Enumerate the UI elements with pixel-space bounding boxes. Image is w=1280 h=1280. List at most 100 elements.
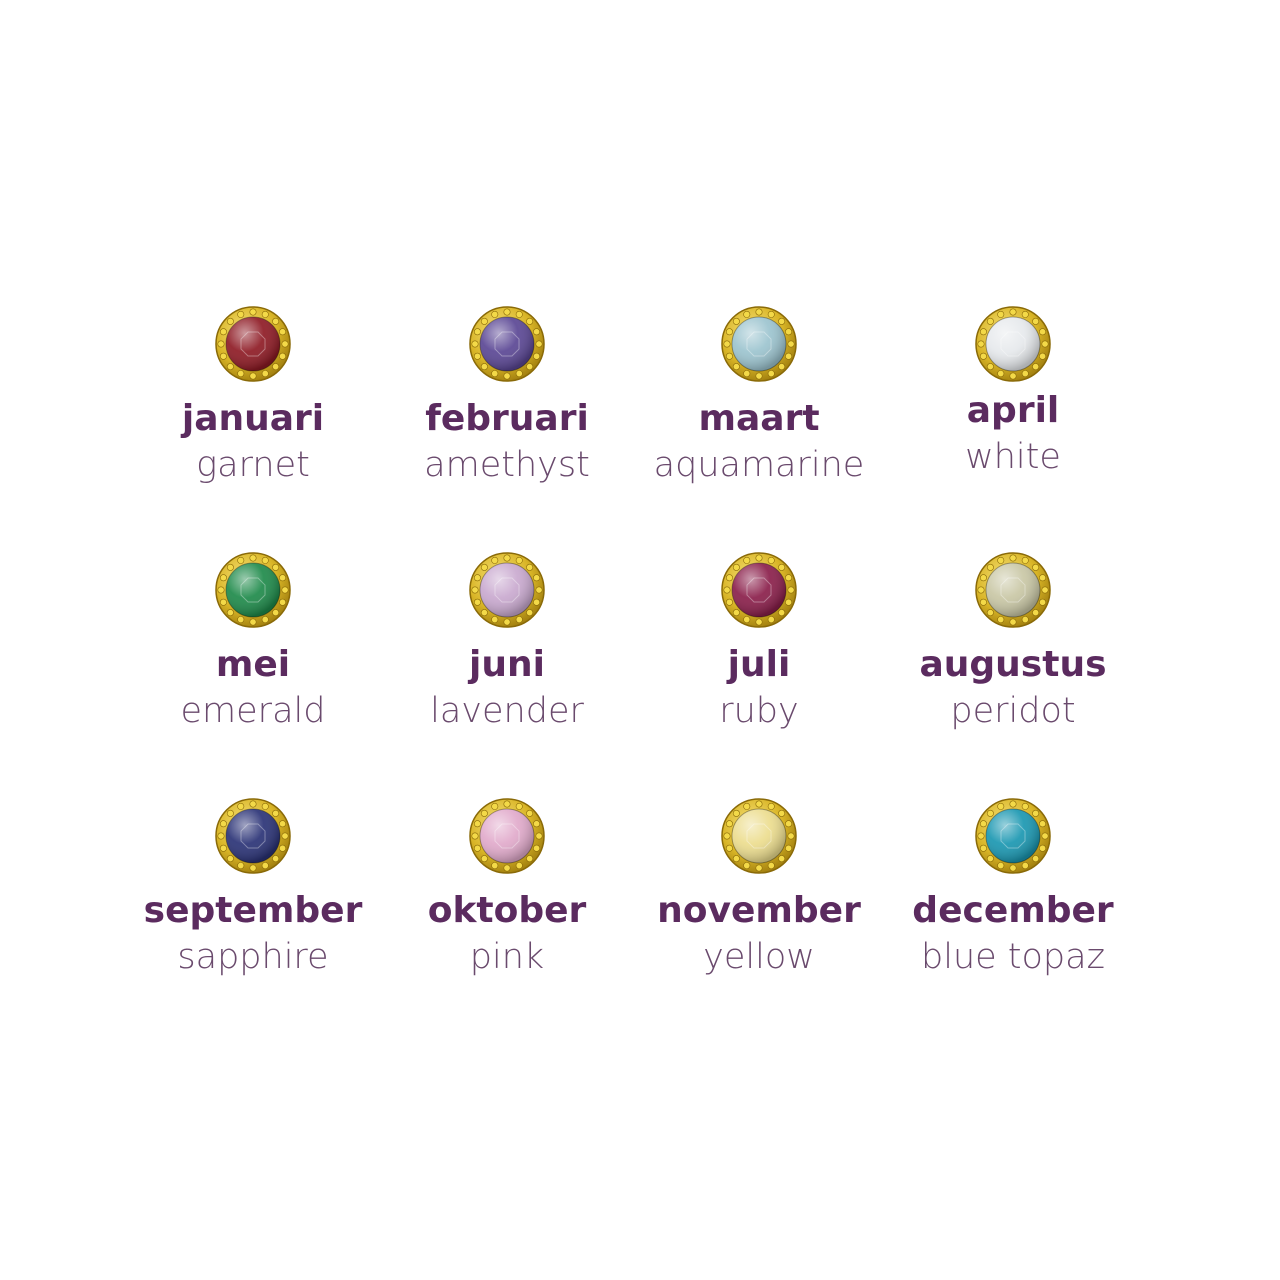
- setting-bead: [1041, 340, 1049, 348]
- setting-bead: [279, 598, 287, 606]
- setting-bead: [778, 855, 786, 863]
- setting-bead: [279, 352, 287, 360]
- setting-bead: [237, 556, 245, 564]
- birthstone-item: januari garnet: [180, 306, 324, 485]
- setting-bead: [1021, 862, 1029, 870]
- birthstone-item: maart aquamarine: [654, 306, 865, 485]
- setting-bead: [986, 563, 994, 571]
- stone-label: ruby: [719, 691, 799, 731]
- stone-label: garnet: [196, 445, 310, 485]
- setting-bead: [1009, 554, 1017, 562]
- setting-bead: [755, 308, 763, 316]
- setting-bead: [732, 855, 740, 863]
- gem-shine: [226, 563, 280, 617]
- setting-bead: [226, 317, 234, 325]
- setting-bead: [767, 862, 775, 870]
- setting-bead: [979, 352, 987, 360]
- setting-bead: [226, 609, 234, 617]
- setting-bead: [732, 809, 740, 817]
- gem-shine: [480, 317, 534, 371]
- setting-bead: [249, 800, 257, 808]
- setting-bead: [219, 328, 227, 336]
- month-label: januari: [180, 398, 324, 439]
- setting-bead: [743, 862, 751, 870]
- gem-facet: [1000, 331, 1026, 357]
- stone-label: yellow: [703, 937, 815, 977]
- setting-bead: [272, 855, 280, 863]
- setting-bead: [1041, 586, 1049, 594]
- setting-bead: [249, 554, 257, 562]
- gem-shine: [226, 809, 280, 863]
- setting-bead: [1039, 598, 1047, 606]
- setting-bead: [480, 563, 488, 571]
- setting-bead: [473, 598, 481, 606]
- setting-bead: [767, 370, 775, 378]
- setting-bead: [787, 832, 795, 840]
- setting-bead: [217, 340, 225, 348]
- setting-bead: [237, 862, 245, 870]
- setting-bead: [237, 616, 245, 624]
- setting-bead: [755, 800, 763, 808]
- setting-bead: [480, 609, 488, 617]
- setting-bead: [723, 832, 731, 840]
- setting-bead: [503, 864, 511, 872]
- setting-bead: [725, 574, 733, 582]
- setting-bead: [1032, 363, 1040, 371]
- setting-bead: [526, 809, 534, 817]
- birthstone-item: juni lavender: [430, 552, 584, 731]
- setting-bead: [979, 844, 987, 852]
- setting-bead: [526, 317, 534, 325]
- setting-bead: [723, 586, 731, 594]
- setting-bead: [535, 832, 543, 840]
- setting-bead: [1039, 574, 1047, 582]
- gem-shine: [986, 809, 1040, 863]
- setting-bead: [272, 609, 280, 617]
- setting-bead: [755, 554, 763, 562]
- setting-bead: [533, 820, 541, 828]
- setting-bead: [997, 556, 1005, 564]
- birthstone-item: mei emerald: [181, 552, 325, 731]
- setting-bead: [261, 802, 269, 810]
- setting-bead: [1032, 317, 1040, 325]
- gem-facet: [746, 577, 772, 603]
- setting-bead: [226, 363, 234, 371]
- setting-bead: [503, 554, 511, 562]
- setting-bead: [986, 855, 994, 863]
- setting-bead: [1032, 563, 1040, 571]
- birthstone-item: april white: [965, 306, 1061, 477]
- setting-bead: [491, 616, 499, 624]
- setting-bead: [1009, 864, 1017, 872]
- setting-bead: [986, 363, 994, 371]
- setting-bead: [723, 340, 731, 348]
- birthstone-item: september sapphire: [144, 798, 363, 977]
- stone-label: aquamarine: [654, 445, 865, 485]
- setting-bead: [515, 556, 523, 564]
- stone-label: blue topaz: [921, 937, 1105, 977]
- gem-facet: [494, 577, 520, 603]
- setting-bead: [515, 616, 523, 624]
- gem-shine: [480, 563, 534, 617]
- gem-facet: [494, 331, 520, 357]
- setting-bead: [226, 855, 234, 863]
- setting-bead: [480, 363, 488, 371]
- setting-bead: [977, 340, 985, 348]
- month-label: december: [912, 890, 1114, 931]
- setting-bead: [237, 802, 245, 810]
- stone-label: sapphire: [177, 937, 328, 977]
- setting-bead: [787, 586, 795, 594]
- setting-bead: [1039, 820, 1047, 828]
- setting-bead: [732, 609, 740, 617]
- setting-bead: [743, 370, 751, 378]
- setting-bead: [767, 802, 775, 810]
- setting-bead: [725, 328, 733, 336]
- birthstone-item: februari amethyst: [424, 306, 590, 485]
- setting-bead: [767, 310, 775, 318]
- setting-bead: [491, 370, 499, 378]
- setting-bead: [535, 586, 543, 594]
- month-label: oktober: [428, 890, 587, 931]
- setting-bead: [778, 317, 786, 325]
- birthstone-item: augustus peridot: [919, 552, 1107, 731]
- setting-bead: [237, 370, 245, 378]
- setting-bead: [1021, 556, 1029, 564]
